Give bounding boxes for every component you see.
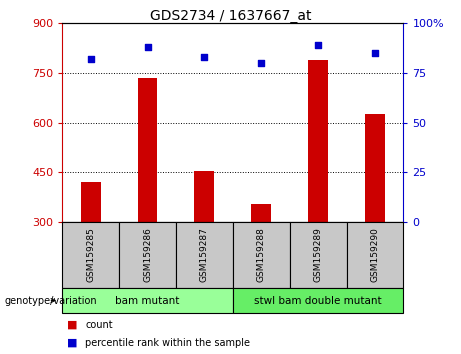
Point [314,42,322,48]
Text: GSM159286: GSM159286 [143,228,152,282]
Point [201,54,208,60]
Text: GSM159290: GSM159290 [371,228,379,282]
Text: GDS2734 / 1637667_at: GDS2734 / 1637667_at [150,9,311,23]
Bar [81,182,100,222]
Text: bam mutant: bam mutant [115,296,180,306]
Text: GSM159285: GSM159285 [86,228,95,282]
Point [144,44,151,50]
Point [258,60,265,66]
Bar [365,114,385,222]
Text: ■: ■ [67,320,77,330]
Point [371,50,378,56]
Text: genotype/variation: genotype/variation [5,296,97,306]
Bar [137,78,158,222]
Point [87,56,95,62]
Text: ■: ■ [67,338,77,348]
Text: GSM159289: GSM159289 [313,228,323,282]
Text: percentile rank within the sample: percentile rank within the sample [85,338,250,348]
Text: count: count [85,320,113,330]
Bar [308,59,328,222]
Text: stwl bam double mutant: stwl bam double mutant [254,296,382,306]
Bar [195,171,214,222]
Text: GSM159287: GSM159287 [200,228,209,282]
Text: GSM159288: GSM159288 [257,228,266,282]
Bar [251,204,271,222]
